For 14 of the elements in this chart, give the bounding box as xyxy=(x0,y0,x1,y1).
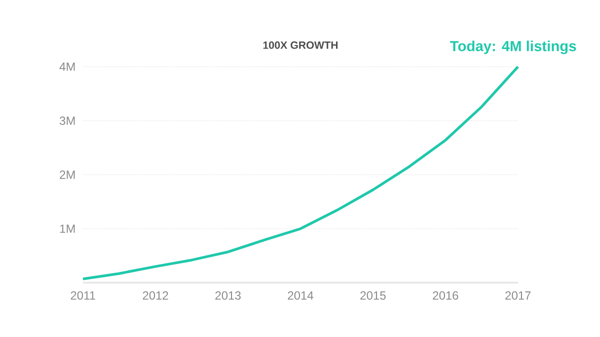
x-tick-label: 2015 xyxy=(360,291,386,300)
line-series xyxy=(82,65,520,280)
y-tick-label: 2M xyxy=(60,170,75,179)
x-tick-label: 2017 xyxy=(505,291,531,300)
x-tick-label: 2014 xyxy=(288,291,314,300)
x-tick-label: 2013 xyxy=(215,291,241,300)
y-tick-label: 4M xyxy=(60,62,75,71)
annotation: Today: 4M listings xyxy=(450,40,576,54)
y-tick-label: 1M xyxy=(60,224,75,233)
y-tick-label: 3M xyxy=(60,116,75,125)
x-tick-label: 2011 xyxy=(70,291,96,300)
x-tick-label: 2016 xyxy=(432,291,458,300)
chart-title: 100X GROWTH xyxy=(263,41,338,49)
x-tick-label: 2012 xyxy=(142,291,168,300)
